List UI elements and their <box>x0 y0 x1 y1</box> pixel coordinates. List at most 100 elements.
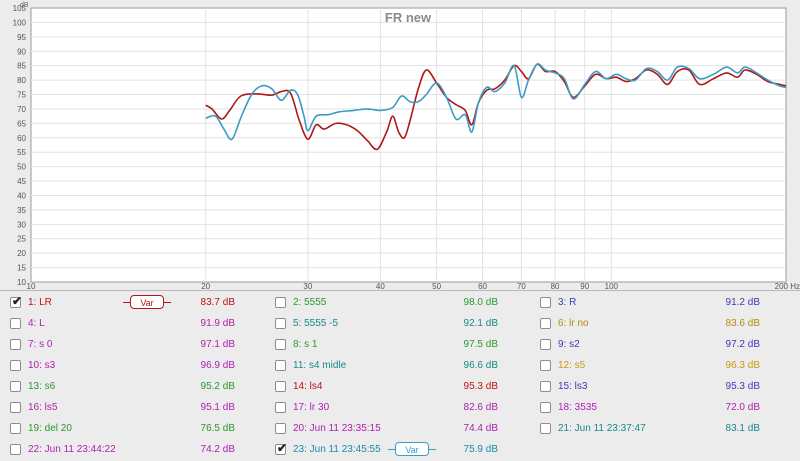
y-tick-label: 105 <box>13 4 27 13</box>
y-tick-label: 60 <box>17 134 26 143</box>
y-tick-labels: 10 15 20 25 30 35 40 45 50 55 60 65 70 75 80 85 90 95 100 1… <box>13 4 27 287</box>
measurement-label: 4: L <box>28 318 45 329</box>
x-tick-label: 90 <box>580 282 589 290</box>
measurement-value: 96.6 dB <box>463 360 498 371</box>
measurement-checkbox[interactable] <box>540 423 551 434</box>
measurement-label: 7: s 0 <box>28 339 53 350</box>
y-tick-label: 65 <box>17 119 26 128</box>
x-tick-label: 40 <box>376 282 385 290</box>
legend-item: 13: s6 95.2 dB <box>10 376 260 398</box>
measurement-value: 91.9 dB <box>200 318 235 329</box>
y-tick-label: 45 <box>17 177 26 186</box>
x-tick-label: 60 <box>478 282 487 290</box>
measurement-label: 14: ls4 <box>293 381 323 392</box>
grid-lines <box>31 8 786 282</box>
measurement-checkbox[interactable]: ✔ <box>10 294 22 308</box>
x-tick-label: 80 <box>551 282 560 290</box>
y-unit-label: dB <box>20 2 29 9</box>
measurement-checkbox[interactable] <box>10 423 21 434</box>
measurement-checkbox[interactable] <box>275 297 286 308</box>
measurement-label: 12: s5 <box>558 360 586 371</box>
measurement-checkbox[interactable] <box>540 402 551 413</box>
measurement-checkbox[interactable] <box>10 339 21 350</box>
checkmark-icon: ✔ <box>277 441 288 455</box>
legend-item: 10: s3 96.9 dB <box>10 355 260 377</box>
measurement-checkbox[interactable]: ✔ <box>275 441 288 455</box>
series-lines <box>205 63 787 151</box>
y-tick-label: 95 <box>17 33 26 42</box>
legend-row: 16: ls5 95.1 dB 17: lr 30 82.6 dB 18: 3535 72… <box>0 397 800 419</box>
y-tick-label: 100 <box>13 18 27 27</box>
plot-area <box>30 7 787 283</box>
legend-item: 9: s2 97.2 dB <box>540 334 790 356</box>
measurement-label: 15: ls3 <box>558 381 588 392</box>
measurement-checkbox[interactable] <box>540 318 551 329</box>
legend-item: 22: Jun 11 23:44:22 74.2 dB <box>10 439 260 461</box>
measurement-checkbox[interactable] <box>540 339 551 350</box>
measurement-checkbox[interactable] <box>10 402 21 413</box>
legend-item: ✔ 1: LR Var 83.7 dB <box>10 292 260 314</box>
measurement-label: 2: 5555 <box>293 297 327 308</box>
legend-item: 4: L 91.9 dB <box>10 313 260 335</box>
measurement-checkbox[interactable] <box>10 318 21 329</box>
legend-row: 13: s6 95.2 dB 14: ls4 95.3 dB 15: ls3 95.3 d… <box>0 376 800 398</box>
y-tick-label: 50 <box>17 163 26 172</box>
measurement-value: 95.3 dB <box>463 381 498 392</box>
measurement-value: 98.0 dB <box>463 297 498 308</box>
y-tick-label: 30 <box>17 220 26 229</box>
legend-item: 14: ls4 95.3 dB <box>275 376 525 398</box>
measurement-label: 11: s4 midle <box>293 360 347 371</box>
y-tick-label: 35 <box>17 206 26 215</box>
measurement-label: 22: Jun 11 23:44:22 <box>28 444 116 455</box>
legend-item: 20: Jun 11 23:35:15 74.4 dB <box>275 418 525 440</box>
y-tick-label: 80 <box>17 76 26 85</box>
y-tick-label: 75 <box>17 91 26 100</box>
measurement-value: 95.3 dB <box>725 381 760 392</box>
x-tick-label: 70 <box>517 282 526 290</box>
measurement-value: 95.1 dB <box>200 402 235 413</box>
measurement-label: 21: Jun 11 23:37:47 <box>558 423 646 434</box>
measurement-label: 8: s 1 <box>293 339 318 350</box>
y-tick-label: 20 <box>17 249 26 258</box>
measurement-value: 97.5 dB <box>463 339 498 350</box>
measurement-checkbox[interactable] <box>10 381 21 392</box>
series-line <box>205 63 787 141</box>
legend-panel: ✔ 1: LR Var 83.7 dB 2: 5555 98.0 dB 3: R 91.2 d… <box>0 290 800 460</box>
var-button[interactable]: Var <box>395 442 429 456</box>
measurement-checkbox[interactable] <box>275 402 286 413</box>
series-line <box>205 63 787 151</box>
measurement-value: 92.1 dB <box>463 318 498 329</box>
x-tick-label: 200 Hz <box>775 282 800 290</box>
measurement-checkbox[interactable] <box>275 360 286 371</box>
legend-item: 8: s 1 97.5 dB <box>275 334 525 356</box>
measurement-checkbox[interactable] <box>540 381 551 392</box>
legend-item: 6: lr no 83.6 dB <box>540 313 790 335</box>
chart-title: FR new <box>385 10 432 25</box>
x-tick-label: 20 <box>201 282 210 290</box>
legend-item: 3: R 91.2 dB <box>540 292 790 314</box>
var-button[interactable]: Var <box>130 295 164 309</box>
y-tick-label: 10 <box>17 278 26 287</box>
y-tick-label: 40 <box>17 191 26 200</box>
measurement-checkbox[interactable] <box>540 297 551 308</box>
measurement-label: 16: ls5 <box>28 402 58 413</box>
measurement-checkbox[interactable] <box>275 381 286 392</box>
measurement-value: 74.4 dB <box>463 423 498 434</box>
measurement-checkbox[interactable] <box>10 444 21 455</box>
measurement-value: 95.2 dB <box>200 381 235 392</box>
measurement-value: 83.1 dB <box>725 423 760 434</box>
measurement-value: 72.0 dB <box>725 402 760 413</box>
measurement-checkbox[interactable] <box>10 360 21 371</box>
measurement-checkbox[interactable] <box>275 318 286 329</box>
measurement-checkbox[interactable] <box>275 339 286 350</box>
measurement-label: 20: Jun 11 23:35:15 <box>293 423 381 434</box>
measurement-label: 3: R <box>558 297 577 308</box>
legend-row: 10: s3 96.9 dB 11: s4 midle 96.6 dB 12: s5 96… <box>0 355 800 377</box>
x-tick-label: 10 <box>27 282 36 290</box>
measurement-checkbox[interactable] <box>540 360 551 371</box>
legend-item: 12: s5 96.3 dB <box>540 355 790 377</box>
measurement-checkbox[interactable] <box>275 423 286 434</box>
measurement-value: 97.1 dB <box>200 339 235 350</box>
legend-item: 11: s4 midle 96.6 dB <box>275 355 525 377</box>
y-tick-label: 55 <box>17 148 26 157</box>
